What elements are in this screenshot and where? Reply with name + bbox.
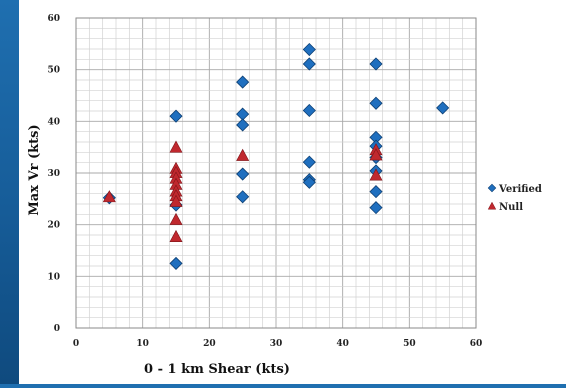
point-verified bbox=[302, 42, 316, 57]
point-verified bbox=[169, 256, 183, 270]
point-verified bbox=[302, 155, 316, 169]
legend-marker-null bbox=[487, 201, 497, 210]
point-null bbox=[169, 140, 183, 153]
point-verified bbox=[302, 175, 316, 189]
point-verified bbox=[236, 118, 250, 132]
axes bbox=[75, 17, 477, 329]
x-tick-label: 0 bbox=[73, 339, 79, 349]
y-tick-label: 50 bbox=[47, 66, 60, 76]
point-verified bbox=[169, 109, 183, 123]
tick-labels: 0 10 20 30 40 50 60 0 10 20 30 40 50 60 bbox=[47, 14, 482, 349]
legend-label-null: Null bbox=[499, 202, 523, 213]
point-verified bbox=[302, 57, 316, 71]
point-verified bbox=[369, 185, 383, 199]
point-null bbox=[169, 229, 183, 242]
legend-marker-verified bbox=[487, 183, 497, 193]
x-tick-label: 50 bbox=[403, 339, 416, 349]
plot-border bbox=[75, 17, 477, 329]
point-verified bbox=[369, 57, 383, 71]
point-null bbox=[102, 190, 116, 203]
point-verified bbox=[236, 75, 250, 89]
x-tick-label: 20 bbox=[203, 339, 216, 349]
x-axis-label: 0 - 1 km Shear (kts) bbox=[144, 362, 290, 377]
y-tick-label: 0 bbox=[54, 324, 60, 334]
point-verified bbox=[369, 201, 383, 215]
y-tick-label: 60 bbox=[47, 14, 60, 24]
point-null bbox=[169, 194, 183, 207]
data-points bbox=[102, 42, 450, 270]
x-tick-label: 30 bbox=[270, 339, 283, 349]
y-tick-label: 10 bbox=[47, 272, 60, 282]
point-verified bbox=[302, 103, 316, 118]
point-verified bbox=[236, 107, 250, 121]
gridlines bbox=[75, 17, 477, 329]
y-tick-label: 20 bbox=[47, 221, 60, 231]
y-tick-label: 30 bbox=[47, 169, 60, 179]
x-tick-label: 60 bbox=[470, 339, 483, 349]
point-verified bbox=[236, 190, 250, 204]
y-tick-label: 40 bbox=[47, 117, 60, 127]
chart-panel: 0 10 20 30 40 50 60 0 10 20 30 40 50 60 Verified Null … bbox=[19, 0, 566, 384]
point-null bbox=[369, 148, 383, 161]
point-verified bbox=[436, 101, 450, 115]
x-tick-label: 10 bbox=[136, 339, 149, 349]
legend: Verified Null bbox=[487, 183, 542, 213]
point-null bbox=[169, 212, 183, 225]
x-tick-label: 40 bbox=[336, 339, 349, 349]
y-axis-label: Max Vr (kts) bbox=[27, 124, 42, 215]
legend-label-verified: Verified bbox=[498, 184, 542, 195]
point-verified bbox=[236, 167, 250, 181]
point-null bbox=[236, 148, 250, 161]
point-null bbox=[369, 168, 383, 181]
point-verified bbox=[369, 96, 383, 110]
